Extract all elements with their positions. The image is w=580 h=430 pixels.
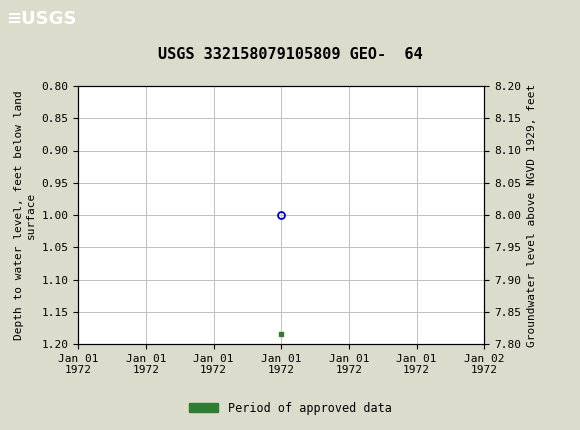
Text: USGS 332158079105809 GEO-  64: USGS 332158079105809 GEO- 64	[158, 47, 422, 62]
Text: ≡USGS: ≡USGS	[6, 10, 77, 28]
Y-axis label: Depth to water level, feet below land
surface: Depth to water level, feet below land su…	[14, 90, 36, 340]
Y-axis label: Groundwater level above NGVD 1929, feet: Groundwater level above NGVD 1929, feet	[527, 83, 536, 347]
Legend: Period of approved data: Period of approved data	[184, 397, 396, 420]
